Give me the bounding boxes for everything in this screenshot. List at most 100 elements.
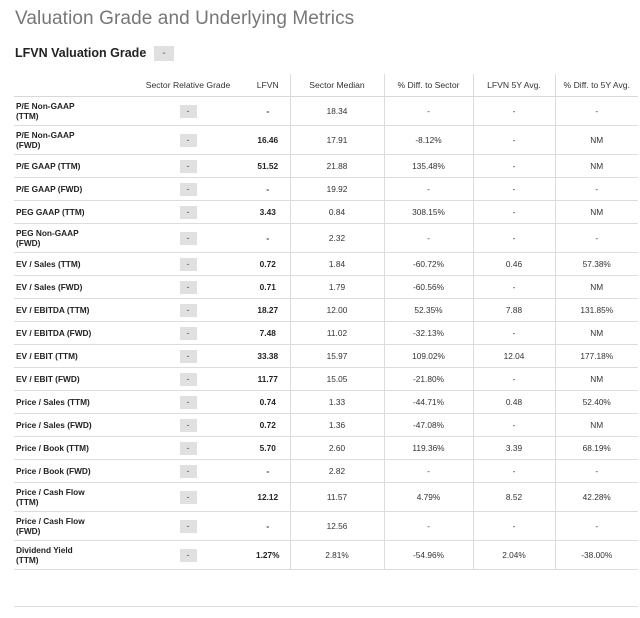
diff-to-5y-avg-value: 57.38% — [554, 252, 638, 276]
table-row: P/E GAAP (FWD) - -19.92- - - — [14, 177, 638, 201]
lfvn-5y-avg-value: - — [472, 125, 555, 155]
table-row: EV / EBITDA (TTM) - 18.27 12.00 52.35% 7.88 13… — [14, 298, 638, 322]
table-row: Price / Book (FWD) - -2.82- - - — [14, 459, 638, 483]
sector-median-value: 1.36 — [289, 413, 384, 437]
metric-name[interactable]: Dividend Yield (TTM) — [14, 540, 130, 570]
diff-to-5y-avg-value: 68.19% — [554, 436, 638, 460]
table-row: Price / Cash Flow (TTM) - 12.12 11.57 4.79% 8.… — [14, 482, 638, 512]
lfvn-5y-avg-value: - — [472, 223, 555, 253]
diff-to-sector-value: -60.56% — [383, 275, 473, 299]
metric-name[interactable]: EV / EBIT (TTM) — [14, 344, 130, 368]
metric-name-line: (FWD) — [16, 526, 41, 536]
metric-name[interactable]: EV / EBITDA (TTM) — [14, 298, 130, 322]
lfvn-value: 3.43 — [246, 200, 290, 224]
diff-to-5y-avg-value: NM — [554, 200, 638, 224]
sector-relative-grade-cell: - — [130, 177, 246, 201]
metric-name[interactable]: PEG Non-GAAP (FWD) — [14, 223, 130, 253]
table-row: Price / Cash Flow (FWD) - -12.56- - - — [14, 511, 638, 541]
table-row: PEG GAAP (TTM) -3.43 0.84 308.15% - NM — [14, 200, 638, 224]
sector-median-value: 15.05 — [289, 367, 384, 391]
grade-badge: - — [179, 395, 197, 409]
grade-badge: - — [179, 349, 197, 363]
valuation-metrics-table: Sector Relative Grade LFVN Sector Median… — [14, 74, 638, 570]
diff-to-sector-value: -32.13% — [383, 321, 473, 345]
metric-name[interactable]: PEG GAAP (TTM) — [14, 200, 130, 224]
valuation-grade-badge: - — [154, 46, 174, 61]
metric-name-line: Price / Book (FWD) — [16, 466, 91, 476]
sector-median-value: 12.00 — [289, 298, 384, 322]
valuation-grade-title: LFVN Valuation Grade — [15, 46, 147, 60]
metric-name-line: EV / EBITDA (FWD) — [16, 328, 92, 338]
diff-to-sector-value: - — [383, 459, 473, 483]
metric-name[interactable]: EV / Sales (FWD) — [14, 275, 130, 299]
metric-name-line: Price / Sales (TTM) — [16, 397, 90, 407]
metric-name-line: (TTM) — [16, 497, 39, 507]
sector-relative-grade-cell: - — [130, 413, 246, 437]
table-row: Price / Sales (TTM) - 0.74 1.33 -44.71% 0.48 5… — [14, 390, 638, 414]
lfvn-value: 0.72 — [246, 252, 290, 276]
sector-relative-grade-cell: - — [130, 125, 246, 155]
grade-badge: - — [179, 257, 197, 271]
header-lfvn-5y-avg[interactable]: LFVN 5Y Avg. — [472, 74, 555, 97]
diff-to-sector-value: - — [383, 223, 473, 253]
grade-badge: - — [179, 519, 197, 533]
lfvn-5y-avg-value: - — [472, 367, 555, 391]
lfvn-value: - — [246, 459, 290, 483]
lfvn-value: 0.72 — [246, 413, 290, 437]
metric-name[interactable]: Price / Sales (TTM) — [14, 390, 130, 414]
sector-relative-grade-cell: - — [130, 390, 246, 414]
header-sector-median[interactable]: Sector Median — [289, 74, 384, 97]
header-diff-to-5y-avg[interactable]: % Diff. to 5Y Avg. — [554, 74, 638, 97]
sector-median-value: 11.57 — [289, 482, 384, 512]
diff-to-5y-avg-value: NM — [554, 154, 638, 178]
metric-name[interactable]: EV / EBIT (FWD) — [14, 367, 130, 391]
diff-to-sector-value: -8.12% — [383, 125, 473, 155]
metric-name[interactable]: Price / Sales (FWD) — [14, 413, 130, 437]
sector-median-value: 2.32 — [289, 223, 384, 253]
diff-to-5y-avg-value: 52.40% — [554, 390, 638, 414]
sector-median-value: 2.60 — [289, 436, 384, 460]
sector-median-value: 15.97 — [289, 344, 384, 368]
diff-to-5y-avg-value: NM — [554, 321, 638, 345]
metric-name[interactable]: Price / Book (FWD) — [14, 459, 130, 483]
diff-to-5y-avg-value: 177.18% — [554, 344, 638, 368]
header-diff-to-sector[interactable]: % Diff. to Sector — [383, 74, 473, 97]
sector-relative-grade-cell: - — [130, 459, 246, 483]
metric-name[interactable]: EV / Sales (TTM) — [14, 252, 130, 276]
metric-name-line: EV / Sales (FWD) — [16, 282, 83, 292]
diff-to-sector-value: 119.36% — [383, 436, 473, 460]
metric-name[interactable]: Price / Cash Flow (TTM) — [14, 482, 130, 512]
diff-to-5y-avg-value: - — [554, 223, 638, 253]
metric-name-line: EV / EBIT (FWD) — [16, 374, 80, 384]
table-row: EV / EBIT (FWD) -11.77 15.05 -21.80% - NM — [14, 367, 638, 391]
diff-to-5y-avg-value: 42.28% — [554, 482, 638, 512]
diff-to-5y-avg-value: 131.85% — [554, 298, 638, 322]
metric-name[interactable]: Price / Cash Flow (FWD) — [14, 511, 130, 541]
lfvn-value: 18.27 — [246, 298, 290, 322]
metric-name[interactable]: P/E Non-GAAP (FWD) — [14, 125, 130, 155]
lfvn-value: - — [246, 511, 290, 541]
metric-name[interactable]: P/E GAAP (TTM) — [14, 154, 130, 178]
lfvn-5y-avg-value: 12.04 — [472, 344, 555, 368]
sector-median-value: 17.91 — [289, 125, 384, 155]
header-sector-relative-grade[interactable]: Sector Relative Grade — [130, 74, 246, 97]
lfvn-value: 16.46 — [246, 125, 290, 155]
diff-to-5y-avg-value: NM — [554, 275, 638, 299]
metric-name-line: Price / Cash Flow — [16, 487, 85, 497]
metric-name[interactable]: P/E Non-GAAP (TTM) — [14, 96, 130, 126]
grade-badge: - — [179, 548, 197, 562]
metric-name[interactable]: Price / Book (TTM) — [14, 436, 130, 460]
metric-name-line: (FWD) — [16, 140, 41, 150]
metric-name[interactable]: EV / EBITDA (FWD) — [14, 321, 130, 345]
header-lfvn[interactable]: LFVN — [246, 74, 290, 97]
sector-relative-grade-cell: - — [130, 252, 246, 276]
lfvn-5y-avg-value: - — [472, 154, 555, 178]
sector-relative-grade-cell: - — [130, 200, 246, 224]
metric-name[interactable]: P/E GAAP (FWD) — [14, 177, 130, 201]
lfvn-5y-avg-value: - — [472, 321, 555, 345]
metric-name-line: EV / EBIT (TTM) — [16, 351, 78, 361]
grade-badge: - — [179, 205, 197, 219]
diff-to-5y-avg-value: - — [554, 459, 638, 483]
diff-to-sector-value: - — [383, 511, 473, 541]
table-row: P/E Non-GAAP (FWD) -16.46 17.91 -8.12% - NM — [14, 125, 638, 155]
